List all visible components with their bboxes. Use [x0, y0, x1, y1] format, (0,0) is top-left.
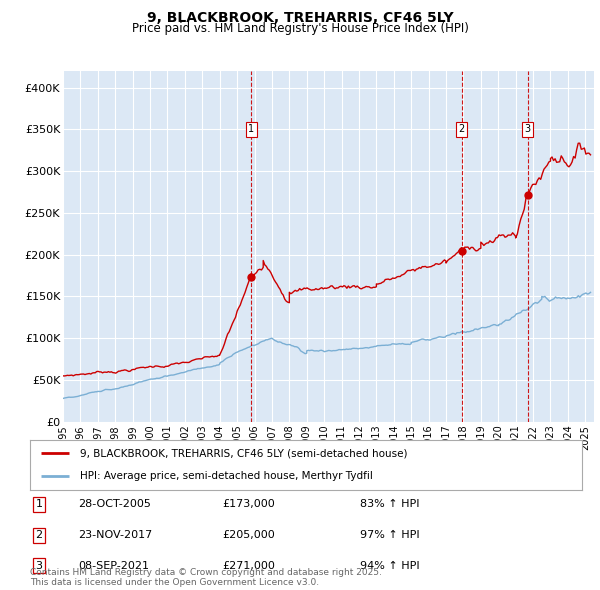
Text: Contains HM Land Registry data © Crown copyright and database right 2025.
This d: Contains HM Land Registry data © Crown c…: [30, 568, 382, 587]
Text: 9, BLACKBROOK, TREHARRIS, CF46 5LY: 9, BLACKBROOK, TREHARRIS, CF46 5LY: [146, 11, 454, 25]
Text: £205,000: £205,000: [222, 530, 275, 540]
Text: 97% ↑ HPI: 97% ↑ HPI: [360, 530, 419, 540]
Text: Price paid vs. HM Land Registry's House Price Index (HPI): Price paid vs. HM Land Registry's House …: [131, 22, 469, 35]
Text: 2: 2: [458, 124, 464, 135]
Text: £173,000: £173,000: [222, 500, 275, 509]
Text: 9, BLACKBROOK, TREHARRIS, CF46 5LY (semi-detached house): 9, BLACKBROOK, TREHARRIS, CF46 5LY (semi…: [80, 448, 407, 458]
Text: 1: 1: [248, 124, 254, 135]
Text: 08-SEP-2021: 08-SEP-2021: [78, 561, 149, 571]
Text: 23-NOV-2017: 23-NOV-2017: [78, 530, 152, 540]
Text: 28-OCT-2005: 28-OCT-2005: [78, 500, 151, 509]
Text: HPI: Average price, semi-detached house, Merthyr Tydfil: HPI: Average price, semi-detached house,…: [80, 471, 373, 481]
Text: 3: 3: [524, 124, 531, 135]
Text: 3: 3: [35, 561, 43, 571]
Text: 83% ↑ HPI: 83% ↑ HPI: [360, 500, 419, 509]
Text: 2: 2: [35, 530, 43, 540]
Text: 1: 1: [35, 500, 43, 509]
Text: £271,000: £271,000: [222, 561, 275, 571]
Text: 94% ↑ HPI: 94% ↑ HPI: [360, 561, 419, 571]
